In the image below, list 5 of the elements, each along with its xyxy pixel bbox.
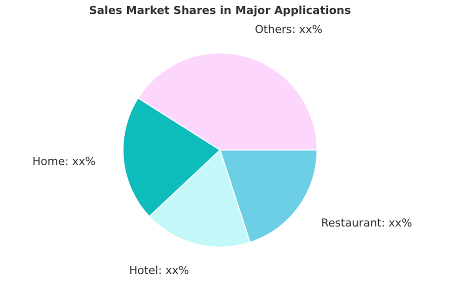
slice-label: Others: xx% [254,22,323,36]
slice-label: Hotel: xx% [129,264,189,278]
chart-title: Sales Market Shares in Major Applications [89,4,352,17]
slice-label: Restaurant: xx% [321,216,412,230]
slice-label: Home: xx% [32,154,96,168]
